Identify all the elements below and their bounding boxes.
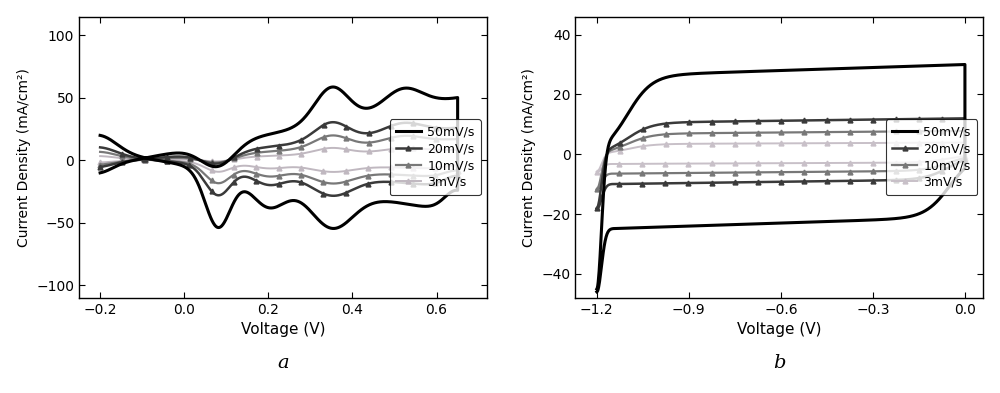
50mV/s — [108, 165, 120, 170]
10mV/s — [418, 135, 430, 140]
Line: 50mV/s: 50mV/s — [597, 64, 965, 292]
3mV/s — [605, 150, 617, 155]
3mV/s — [924, 140, 936, 145]
10mV/s — [591, 187, 603, 192]
50mV/s — [94, 171, 106, 175]
Text: b: b — [773, 354, 786, 372]
50mV/s — [94, 133, 106, 138]
50mV/s — [316, 220, 328, 225]
3mV/s — [222, 158, 234, 163]
10mV/s — [443, 169, 455, 174]
20mV/s — [638, 181, 650, 186]
20mV/s — [443, 175, 455, 180]
3mV/s — [591, 169, 603, 174]
10mV/s — [328, 181, 340, 186]
3mV/s — [638, 162, 650, 166]
50mV/s — [959, 62, 971, 67]
20mV/s — [94, 145, 106, 150]
50mV/s — [222, 158, 234, 163]
10mV/s — [94, 149, 106, 154]
Line: 3mV/s: 3mV/s — [98, 145, 460, 174]
Line: 50mV/s: 50mV/s — [100, 87, 458, 228]
20mV/s — [950, 161, 962, 166]
50mV/s — [328, 226, 340, 231]
3mV/s — [139, 158, 151, 162]
10mV/s — [924, 129, 936, 134]
50mV/s — [605, 137, 617, 142]
10mV/s — [327, 133, 339, 138]
10mV/s — [139, 157, 151, 162]
20mV/s — [222, 158, 234, 163]
20mV/s — [316, 191, 328, 195]
10mV/s — [605, 148, 617, 153]
10mV/s — [94, 162, 106, 167]
20mV/s — [591, 207, 603, 212]
3mV/s — [950, 155, 962, 160]
Line: 20mV/s: 20mV/s — [98, 120, 460, 198]
10mV/s — [316, 179, 328, 184]
X-axis label: Voltage (V): Voltage (V) — [737, 322, 822, 337]
20mV/s — [723, 119, 735, 124]
3mV/s — [94, 154, 106, 158]
50mV/s — [723, 70, 735, 75]
20mV/s — [94, 165, 106, 169]
50mV/s — [139, 156, 151, 160]
20mV/s — [327, 120, 339, 125]
20mV/s — [959, 116, 971, 121]
3mV/s — [959, 140, 971, 145]
3mV/s — [94, 160, 106, 165]
20mV/s — [605, 146, 617, 151]
50mV/s — [950, 175, 962, 180]
10mV/s — [723, 130, 735, 135]
50mV/s — [924, 63, 936, 68]
Y-axis label: Current Density (mA/cm²): Current Density (mA/cm²) — [17, 68, 31, 247]
50mV/s — [591, 286, 603, 291]
3mV/s — [443, 163, 455, 168]
Line: 10mV/s: 10mV/s — [98, 133, 460, 186]
3mV/s — [316, 169, 328, 173]
10mV/s — [108, 160, 120, 165]
3mV/s — [328, 170, 340, 174]
Line: 10mV/s: 10mV/s — [594, 129, 967, 193]
10mV/s — [591, 188, 603, 193]
3mV/s — [819, 161, 831, 165]
50mV/s — [591, 290, 603, 294]
10mV/s — [950, 158, 962, 163]
Line: 3mV/s: 3mV/s — [594, 140, 967, 174]
10mV/s — [819, 169, 831, 174]
3mV/s — [418, 147, 430, 151]
20mV/s — [328, 193, 340, 198]
Line: 20mV/s: 20mV/s — [594, 116, 967, 212]
20mV/s — [108, 162, 120, 167]
Y-axis label: Current Density (mA/cm²): Current Density (mA/cm²) — [522, 68, 536, 247]
50mV/s — [819, 219, 831, 224]
Text: a: a — [277, 354, 289, 372]
Legend: 50mV/s, 20mV/s, 10mV/s, 3mV/s: 50mV/s, 20mV/s, 10mV/s, 3mV/s — [390, 119, 481, 195]
10mV/s — [959, 129, 971, 133]
50mV/s — [327, 84, 339, 89]
10mV/s — [638, 171, 650, 176]
3mV/s — [327, 145, 339, 150]
20mV/s — [139, 157, 151, 162]
X-axis label: Voltage (V): Voltage (V) — [241, 322, 325, 337]
3mV/s — [591, 170, 603, 174]
3mV/s — [723, 141, 735, 146]
20mV/s — [924, 116, 936, 121]
50mV/s — [418, 91, 430, 96]
3mV/s — [108, 159, 120, 164]
50mV/s — [443, 191, 455, 196]
20mV/s — [418, 123, 430, 128]
20mV/s — [819, 179, 831, 184]
20mV/s — [591, 206, 603, 211]
10mV/s — [222, 158, 234, 163]
50mV/s — [638, 225, 650, 230]
Legend: 50mV/s, 20mV/s, 10mV/s, 3mV/s: 50mV/s, 20mV/s, 10mV/s, 3mV/s — [886, 119, 977, 195]
